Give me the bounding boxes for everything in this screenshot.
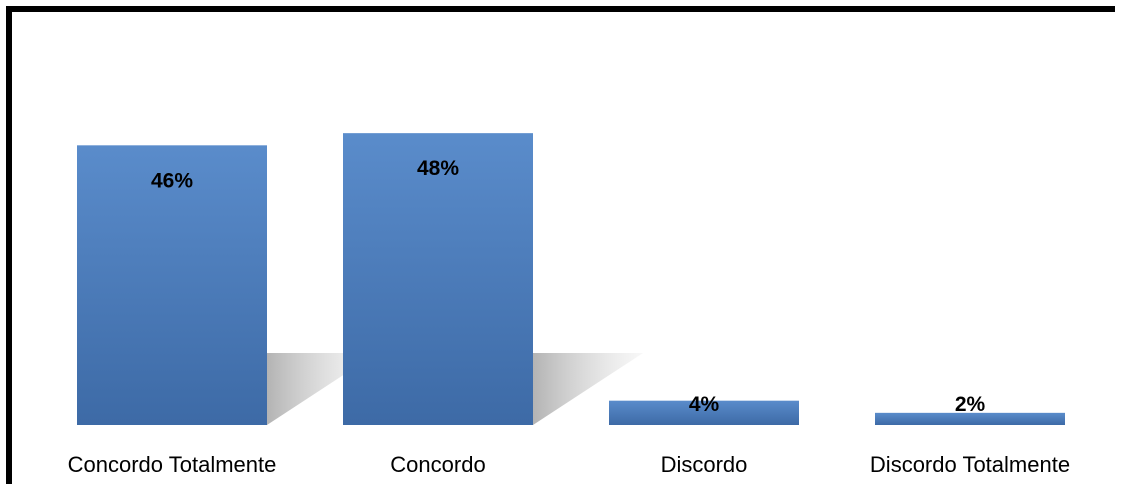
bar-shadow <box>533 353 643 425</box>
data-label: 48% <box>417 157 459 180</box>
bar <box>343 133 533 425</box>
data-label: 4% <box>689 393 720 416</box>
bar <box>609 400 799 425</box>
bar <box>77 145 267 425</box>
category-label: Discordo <box>661 452 748 477</box>
data-label: 46% <box>151 169 193 192</box>
bars-group <box>77 133 1065 425</box>
data-label: 2% <box>955 393 986 416</box>
data-labels-group: 46% 48% 4% 2% <box>151 157 986 416</box>
category-label: Concordo Totalmente <box>68 452 277 477</box>
category-label: Concordo <box>390 452 485 477</box>
bar <box>875 412 1065 425</box>
category-label: Discordo Totalmente <box>870 452 1070 477</box>
category-labels-group: Concordo Totalmente Concordo Discordo Disco… <box>68 452 1070 477</box>
